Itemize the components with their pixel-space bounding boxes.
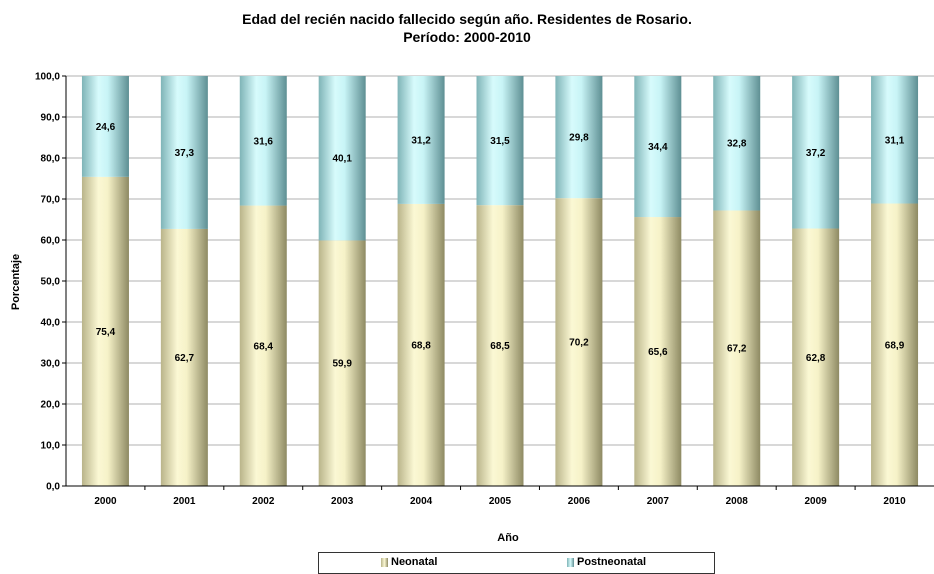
y-tick-label: 40,0 xyxy=(41,318,61,329)
legend-label-neonatal: Neonatal xyxy=(391,556,438,568)
data-label: 37,2 xyxy=(806,148,826,159)
data-label: 67,2 xyxy=(727,344,747,355)
chart-subtitle: Período: 2000-2010 xyxy=(403,29,531,45)
y-tick-label: 20,0 xyxy=(41,400,61,411)
x-tick-label: 2000 xyxy=(94,496,117,507)
x-axis-label: Año xyxy=(497,532,519,544)
chart-title: Edad del recién nacido fallecido según a… xyxy=(242,11,692,27)
data-label: 31,1 xyxy=(885,135,905,146)
bar-neonatal-2005 xyxy=(476,205,524,486)
data-label: 62,8 xyxy=(806,353,826,364)
bar-postneonatal-2001 xyxy=(160,76,208,229)
bar-postneonatal-2008 xyxy=(713,76,761,211)
data-label: 31,2 xyxy=(411,135,431,146)
x-tick-label: 2006 xyxy=(568,496,591,507)
x-tick-label: 2010 xyxy=(883,496,906,507)
data-label: 37,3 xyxy=(175,148,195,159)
data-label: 29,8 xyxy=(569,133,589,144)
bar-neonatal-2004 xyxy=(397,203,445,487)
bar-postneonatal-2000 xyxy=(81,76,129,177)
bar-postneonatal-2009 xyxy=(792,76,840,229)
data-label: 68,5 xyxy=(490,341,510,352)
chart-area: 75,4 24,6 62,7 37,3 68,4 31,6 59,9 40,1 68,8 31,2… xyxy=(10,72,934,544)
x-tick-label: 2005 xyxy=(489,496,512,507)
legend-swatch-postneonatal xyxy=(567,557,574,567)
bar-neonatal-2001 xyxy=(160,228,208,486)
data-label: 70,2 xyxy=(569,338,589,349)
legend-label-postneonatal: Postneonatal xyxy=(577,556,647,568)
x-tick-label: 2009 xyxy=(805,496,828,507)
bar-neonatal-2006 xyxy=(555,198,603,486)
y-tick-label: 30,0 xyxy=(41,359,61,370)
legend-swatch-neonatal xyxy=(381,557,388,567)
data-label: 40,1 xyxy=(332,154,352,165)
bar-postneonatal-2002 xyxy=(239,76,287,206)
data-label: 68,8 xyxy=(411,340,431,351)
legend-item-postneonatal: Postneonatal xyxy=(567,556,646,568)
y-tick-label: 0,0 xyxy=(46,482,60,493)
data-label: 68,4 xyxy=(254,341,274,352)
y-tick-label: 100,0 xyxy=(35,72,60,83)
data-label: 24,6 xyxy=(96,122,116,133)
data-label: 31,6 xyxy=(254,136,274,147)
x-tick-label: 2008 xyxy=(726,496,749,507)
legend: Neonatal Postneonatal xyxy=(318,552,715,574)
bar-postneonatal-2005 xyxy=(476,76,524,206)
y-tick-label: 50,0 xyxy=(41,277,61,288)
bar-neonatal-2000 xyxy=(81,176,129,487)
x-tick-label: 2007 xyxy=(647,496,670,507)
x-tick-label: 2001 xyxy=(173,496,196,507)
data-label: 68,9 xyxy=(885,340,905,351)
data-label: 31,5 xyxy=(490,136,510,147)
data-label: 75,4 xyxy=(96,327,116,338)
bar-neonatal-2007 xyxy=(634,217,682,487)
x-tick-label: 2004 xyxy=(410,496,433,507)
y-tick-label: 80,0 xyxy=(41,154,61,165)
x-tick-label: 2003 xyxy=(331,496,354,507)
data-label: 34,4 xyxy=(648,142,668,153)
y-tick-label: 90,0 xyxy=(41,113,61,124)
data-label: 59,9 xyxy=(332,359,352,370)
y-tick-label: 70,0 xyxy=(41,195,61,206)
bar-postneonatal-2010 xyxy=(871,76,919,204)
bar-postneonatal-2006 xyxy=(555,76,603,199)
data-label: 62,7 xyxy=(175,353,195,364)
data-label: 32,8 xyxy=(727,139,747,150)
bar-postneonatal-2003 xyxy=(318,76,366,241)
y-axis-label: Porcentaje xyxy=(10,254,22,310)
bar-neonatal-2002 xyxy=(239,205,287,486)
bar-neonatal-2009 xyxy=(792,228,840,486)
bar-postneonatal-2004 xyxy=(397,76,445,204)
x-tick-label: 2002 xyxy=(252,496,275,507)
bar-postneonatal-2007 xyxy=(634,76,682,218)
bar-neonatal-2010 xyxy=(871,203,919,486)
legend-item-neonatal: Neonatal xyxy=(381,556,437,568)
y-tick-label: 60,0 xyxy=(41,236,61,247)
bar-neonatal-2008 xyxy=(713,210,761,487)
bar-neonatal-2003 xyxy=(318,240,366,486)
y-tick-label: 10,0 xyxy=(41,441,61,452)
data-label: 65,6 xyxy=(648,347,668,358)
